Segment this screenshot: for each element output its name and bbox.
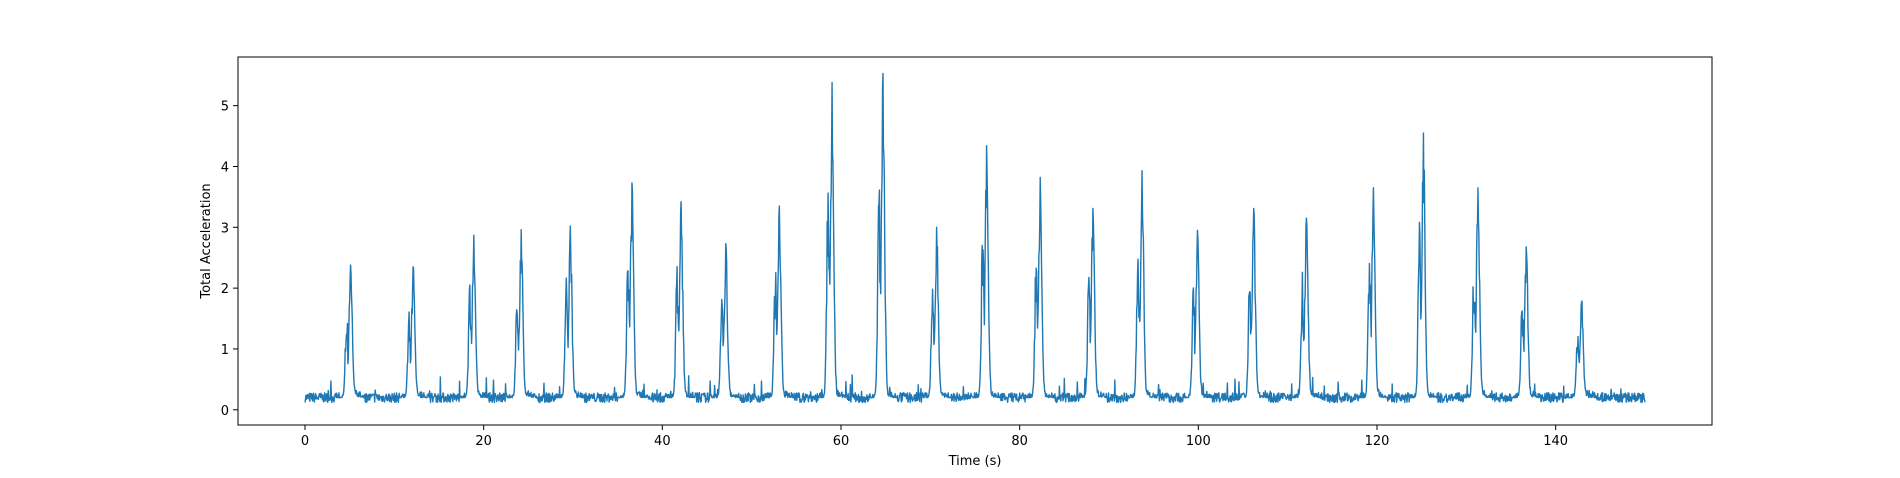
x-tick-label: 120 [1365, 434, 1390, 449]
x-axis-label: Time (s) [948, 454, 1002, 469]
plot-frame [237, 56, 1713, 426]
series-layer [304, 72, 1646, 404]
series-line [304, 72, 1646, 404]
y-tick-label: 2 [221, 282, 229, 297]
y-tick-label: 1 [221, 343, 229, 358]
y-axis-label: Total Acceleration [199, 183, 214, 299]
y-axis: 0 1 2 3 4 5 [221, 100, 238, 419]
y-tick-label: 4 [221, 160, 229, 175]
y-tick-label: 0 [221, 404, 229, 419]
x-tick-label: 40 [654, 434, 671, 449]
x-tick-label: 80 [1011, 434, 1028, 449]
x-tick-label: 60 [833, 434, 850, 449]
y-tick-label: 5 [221, 100, 229, 115]
x-tick-label: 0 [301, 434, 309, 449]
x-axis: 0 20 40 60 80 100 120 140 [301, 425, 1568, 449]
x-tick-label: 20 [475, 434, 492, 449]
y-tick-label: 3 [221, 221, 229, 236]
x-tick-label: 140 [1543, 434, 1568, 449]
x-tick-label: 100 [1186, 434, 1211, 449]
